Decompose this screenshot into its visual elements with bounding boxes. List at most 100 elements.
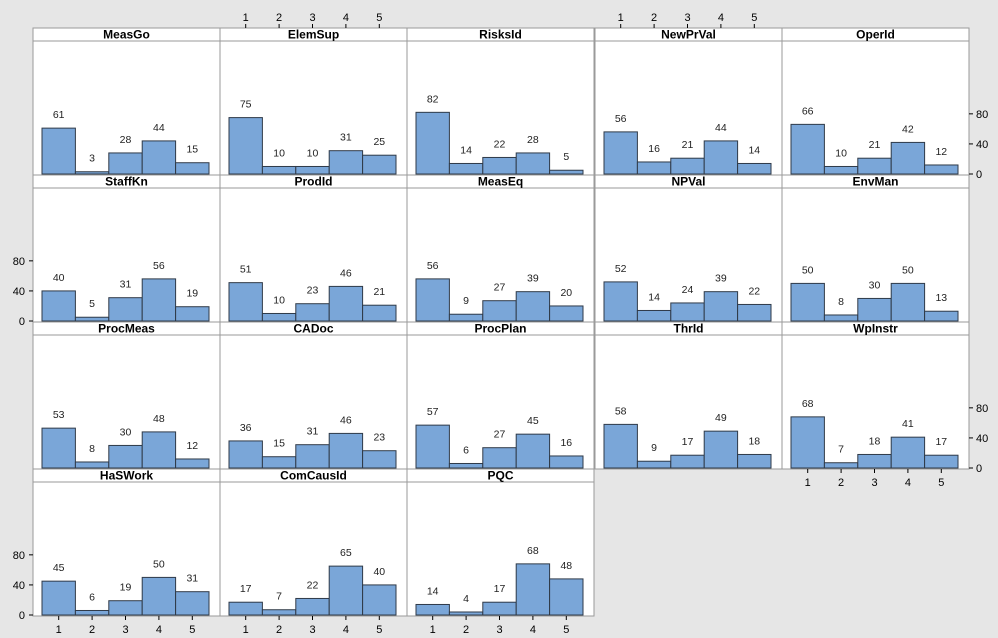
data-label-procmeas-5: 12: [186, 440, 198, 452]
panel-prodid: ProdId 51 10 23 46 21: [219, 174, 408, 323]
panel-title: ProdId: [295, 175, 333, 189]
data-label-staffkn-4: 56: [153, 260, 165, 272]
x-tick-label: 1: [56, 624, 62, 636]
panel-title: StaffKn: [105, 175, 148, 189]
data-label-measgo-2: 3: [89, 153, 95, 165]
bar-measeq-1: [415, 278, 450, 322]
panel-elemsup: ElemSup 75 10 10 31 25 1 2 3 4 5: [219, 12, 408, 176]
y-tick-label: 0: [19, 316, 25, 328]
y-tick-label: 0: [19, 610, 25, 622]
data-label-newprval-4: 44: [715, 122, 727, 134]
bar-wpinstr-4: [890, 436, 926, 469]
y-axis: 0 40 80: [969, 109, 988, 181]
data-label-thrid-1: 58: [615, 405, 627, 417]
bar-staffkn-5: [175, 306, 210, 322]
data-label-comcausid-1: 17: [240, 583, 252, 595]
data-label-prodid-2: 10: [273, 294, 285, 306]
bar-measeq-2: [448, 313, 484, 322]
panel-npval: NPVal 52 14 24 39 22: [594, 174, 783, 323]
bar-procplan-5: [549, 455, 584, 469]
data-label-haswork-5: 31: [186, 573, 198, 585]
data-label-envman-5: 13: [935, 292, 947, 304]
x-tick-label: 5: [189, 624, 195, 636]
x-tick-label: 5: [563, 624, 569, 636]
panel-title: CADoc: [293, 322, 333, 336]
bar-cadoc-2: [261, 456, 297, 469]
data-label-elemsup-3: 10: [307, 147, 319, 159]
data-label-measeq-5: 20: [560, 287, 572, 299]
bar-thrid-5: [737, 453, 772, 469]
data-label-cadoc-5: 23: [373, 432, 385, 444]
data-label-staffkn-3: 31: [120, 279, 132, 291]
data-label-envman-1: 50: [802, 264, 814, 276]
x-axis: 1 2 3 4 5: [618, 12, 757, 28]
bar-prodid-5: [362, 304, 397, 322]
data-label-operid-5: 12: [935, 146, 947, 158]
bar-comcausid-1: [228, 601, 263, 616]
panel-staffkn: StaffKn 40 5 31 56 19 0 40 80: [13, 174, 221, 328]
data-label-procmeas-2: 8: [89, 443, 95, 455]
data-label-envman-3: 30: [869, 279, 881, 291]
data-label-newprval-2: 16: [648, 143, 660, 155]
bar-wpinstr-2: [823, 462, 859, 469]
bar-cadoc-5: [362, 450, 397, 469]
data-label-haswork-2: 6: [89, 591, 95, 603]
data-label-cadoc-1: 36: [240, 422, 252, 434]
bar-elemsup-3: [295, 165, 330, 175]
bar-envman-2: [823, 314, 859, 322]
bar-pqc-4: [515, 563, 551, 616]
bar-npval-5: [737, 303, 772, 322]
data-label-thrid-2: 9: [651, 442, 657, 454]
bar-measeq-4: [515, 291, 551, 322]
x-tick-label: 2: [276, 624, 282, 636]
data-label-haswork-3: 19: [120, 582, 132, 594]
data-label-elemsup-2: 10: [273, 147, 285, 159]
bar-procmeas-5: [175, 458, 210, 469]
data-label-measgo-5: 15: [186, 144, 198, 156]
data-label-thrid-3: 17: [682, 436, 694, 448]
x-tick-label: 4: [718, 12, 724, 24]
bar-operid-4: [890, 141, 926, 175]
data-label-comcausid-4: 65: [340, 547, 352, 559]
y-tick-label: 80: [976, 403, 988, 415]
y-tick-label: 0: [976, 169, 982, 181]
bar-npval-1: [603, 281, 638, 322]
bar-procmeas-1: [41, 427, 76, 469]
bar-measeq-5: [549, 305, 584, 322]
data-label-wpinstr-4: 41: [902, 418, 914, 430]
y-tick-label: 0: [976, 463, 982, 475]
panel-title: HaSWork: [100, 469, 153, 483]
panel-title: ProcPlan: [474, 322, 526, 336]
x-tick-label: 5: [376, 624, 382, 636]
bar-elemsup-4: [328, 150, 364, 175]
bar-measgo-1: [41, 127, 76, 175]
data-label-measeq-4: 39: [527, 273, 539, 285]
x-tick-label: 4: [343, 12, 349, 24]
data-label-envman-2: 8: [838, 296, 844, 308]
data-label-elemsup-1: 75: [240, 99, 252, 111]
x-tick-label: 5: [938, 477, 944, 489]
y-tick-label: 40: [13, 286, 25, 298]
data-label-operid-3: 21: [869, 139, 881, 151]
bar-wpinstr-5: [924, 454, 959, 469]
x-tick-label: 2: [838, 477, 844, 489]
panel-title: ElemSup: [288, 28, 339, 42]
data-label-npval-1: 52: [615, 263, 627, 275]
x-tick-label: 2: [651, 12, 657, 24]
bar-procplan-2: [448, 462, 484, 469]
data-label-elemsup-5: 25: [373, 136, 385, 148]
data-label-pqc-3: 17: [494, 583, 506, 595]
panel-pqc: PQC 14 4 17 68 48 1 2 3 4 5: [406, 468, 595, 636]
bar-newprval-3: [670, 157, 705, 175]
x-tick-label: 4: [530, 624, 536, 636]
x-axis: 1 2 3 4 5: [243, 12, 382, 28]
data-label-comcausid-5: 40: [373, 566, 385, 578]
x-tick-label: 2: [463, 624, 469, 636]
panel-title: ComCausId: [280, 469, 347, 483]
bar-haswork-3: [108, 600, 143, 616]
bar-npval-4: [703, 291, 739, 322]
bar-staffkn-1: [41, 290, 76, 322]
bar-thrid-4: [703, 430, 739, 469]
x-tick-label: 1: [430, 624, 436, 636]
